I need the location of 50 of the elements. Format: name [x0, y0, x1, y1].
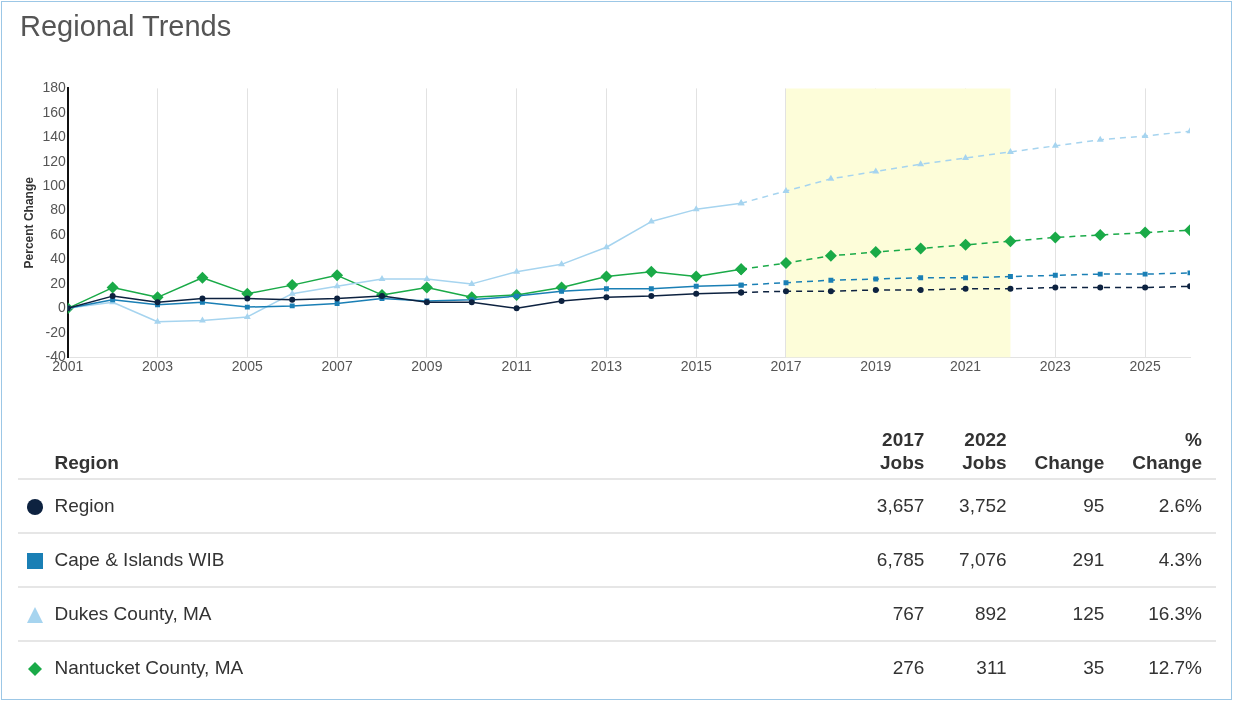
data-label: 767	[856, 587, 939, 641]
x-tick-label: 2019	[860, 358, 892, 375]
x-tick-label: 2013	[590, 358, 623, 375]
data-label: 35	[1020, 641, 1119, 694]
category-label: Region	[52, 479, 258, 533]
data-label: 2.6%	[1118, 479, 1216, 533]
legend-title: Region	[53, 451, 120, 475]
y-tick-label: 120	[42, 152, 66, 169]
x-tick-label: 2007	[321, 358, 353, 375]
text: % Change	[1131, 428, 1203, 475]
x-tick-label: 2009	[411, 358, 443, 375]
text: 2022 Jobs	[961, 428, 1008, 475]
y-tick-label: 60	[50, 225, 66, 242]
x-tick-label: 2005	[231, 358, 264, 375]
y-tick-label: 80	[50, 201, 66, 218]
y-tick-label: 20	[50, 274, 66, 291]
data-label: 4.3%	[1118, 533, 1216, 587]
y-tick-label: 0	[57, 299, 66, 316]
data-label: 311	[938, 641, 1021, 694]
data-label: 95	[1020, 479, 1119, 533]
x-tick-label: 2025	[1129, 358, 1161, 375]
data-label: 3,752	[938, 479, 1021, 533]
x-tick-label: 2003	[141, 358, 174, 375]
data-label: 12.7%	[1118, 641, 1216, 694]
x-tick-label: 2015	[680, 358, 712, 375]
x-tick-label: 2017	[770, 358, 802, 375]
x-tick-label: 2023	[1039, 358, 1072, 375]
data-label: 16.3%	[1118, 587, 1216, 641]
x-tick-label: 2011	[501, 358, 532, 375]
category-label: Cape & Islands WIB	[52, 533, 258, 587]
data-label: 276	[856, 641, 939, 694]
y-tick-label: 40	[50, 250, 66, 267]
category-label: Dukes County, MA	[52, 587, 258, 641]
y-axis-title: Percent Change	[21, 176, 36, 269]
text: Change	[1033, 451, 1106, 475]
data-label: 3,657	[856, 479, 939, 533]
y-tick-label: 180	[42, 79, 66, 96]
y-tick-label: 160	[42, 103, 66, 120]
category-label: Nantucket County, MA	[52, 641, 258, 694]
data-label: 6,785	[856, 533, 939, 587]
text: 2017 Jobs	[879, 428, 926, 475]
y-tick-label: -20	[45, 323, 66, 340]
y-tick-label: 140	[42, 128, 66, 145]
y-tick-label: 100	[42, 177, 66, 193]
data-label: 7,076	[938, 533, 1021, 587]
data-label: 125	[1020, 587, 1119, 641]
data-label: 892	[938, 587, 1021, 641]
x-tick-label: 2021	[949, 358, 982, 375]
chart-title: Regional Trends	[20, 10, 232, 43]
data-label: 291	[1020, 533, 1119, 587]
